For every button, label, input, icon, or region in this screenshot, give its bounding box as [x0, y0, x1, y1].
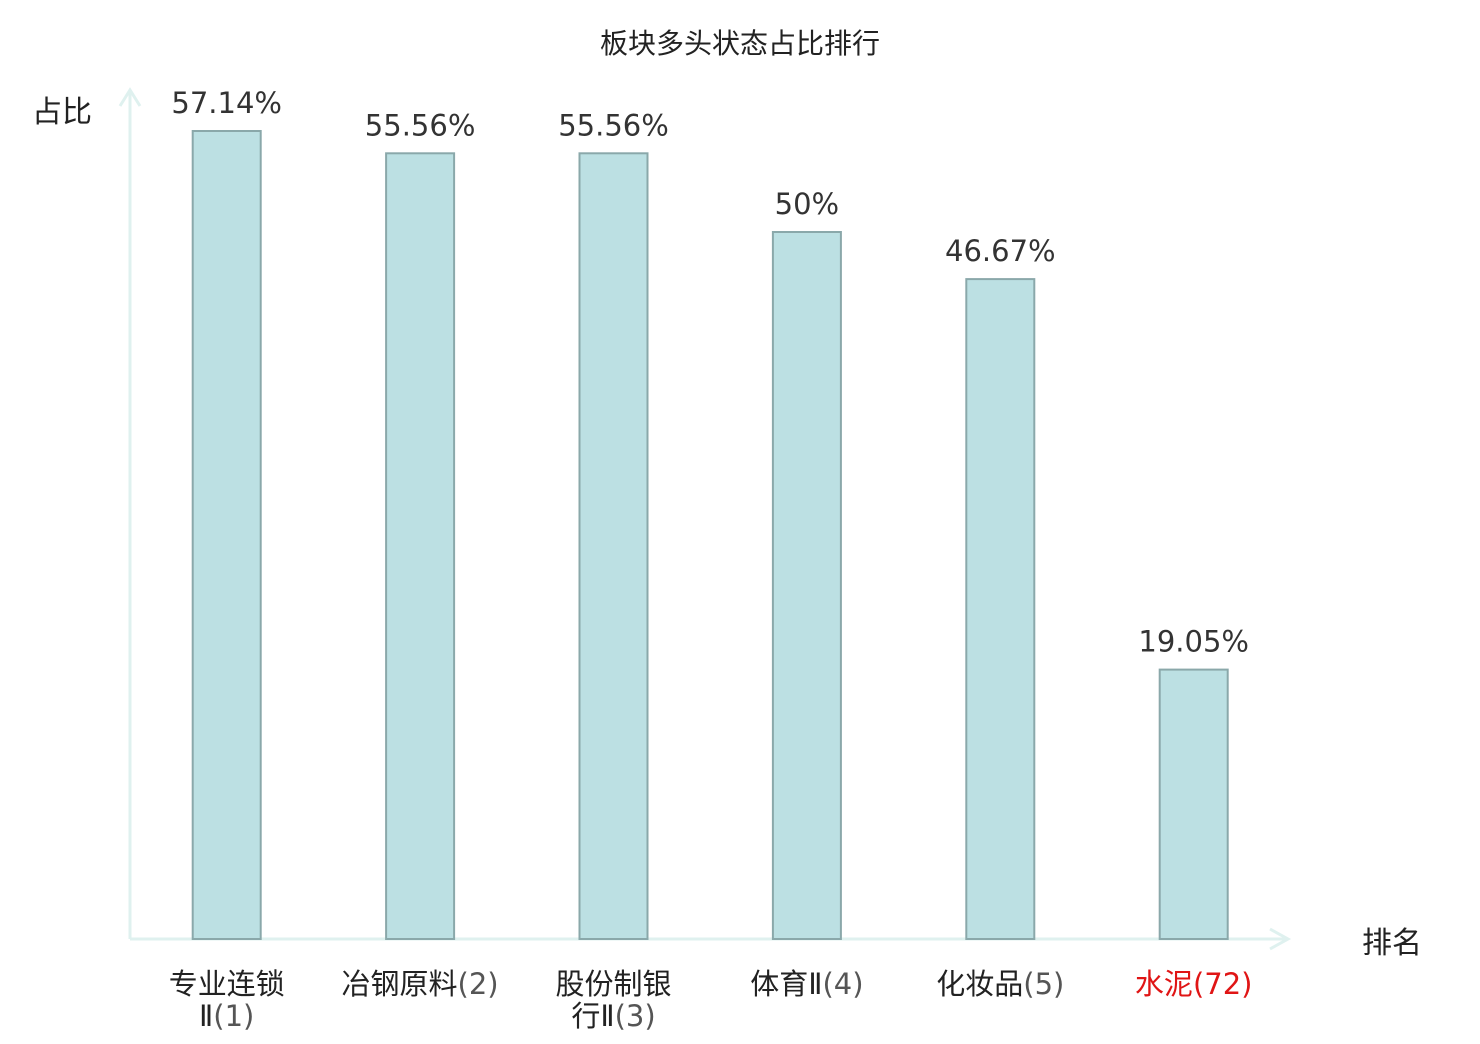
chart-title: 板块多头状态占比排行: [600, 27, 880, 60]
bar-value-label: 55.56%: [558, 108, 669, 142]
bar: [385, 152, 456, 941]
category-rank: (4): [822, 967, 863, 1001]
bar-value-label: 46.67%: [945, 234, 1056, 268]
bar: [965, 278, 1036, 941]
bar: [191, 130, 262, 940]
category-rank: (1): [213, 999, 254, 1033]
bars-group: [191, 130, 1229, 941]
y-axis-label: 占比: [32, 95, 92, 130]
category-label: 水泥(72): [1135, 967, 1253, 1001]
bar: [771, 231, 842, 940]
bar: [578, 152, 649, 941]
bar: [1158, 668, 1229, 940]
category-rank: (5): [1023, 967, 1064, 1001]
axes: [118, 87, 1292, 951]
category-label: 化妆品(5): [936, 967, 1064, 1001]
bar-value-label: 50%: [775, 187, 839, 221]
category-rank: (72): [1193, 967, 1253, 1001]
y-axis-arrow-icon: [118, 87, 142, 107]
x-axis-arrow-icon: [1269, 927, 1292, 951]
bar-value-label: 19.05%: [1138, 625, 1249, 659]
category-label: 体育Ⅱ(4): [750, 967, 863, 1001]
category-rank: (2): [458, 967, 499, 1001]
category-label: 股份制银: [555, 967, 671, 1001]
category-label: 行Ⅱ(3): [571, 999, 655, 1033]
category-label: Ⅱ(1): [199, 999, 254, 1033]
category-label: 冶钢原料(2): [342, 967, 499, 1001]
value-labels-group: 57.14% 55.56% 55.56% 50% 46.67% 19.05%: [171, 86, 1249, 659]
category-rank: (3): [615, 999, 656, 1033]
x-axis-label: 排名: [1362, 926, 1422, 961]
category-label: 专业连锁: [169, 967, 285, 1001]
bar-value-label: 57.14%: [171, 86, 282, 120]
bar-value-label: 55.56%: [365, 108, 476, 142]
